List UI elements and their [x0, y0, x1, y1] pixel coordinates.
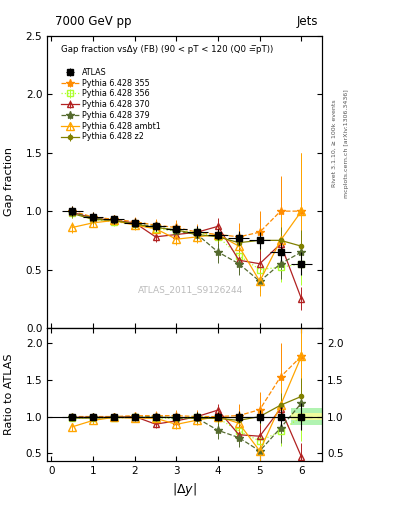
Y-axis label: Gap fraction: Gap fraction — [4, 147, 14, 217]
Text: 7000 GeV pp: 7000 GeV pp — [55, 15, 132, 28]
Text: Jets: Jets — [297, 15, 318, 28]
Y-axis label: Ratio to ATLAS: Ratio to ATLAS — [4, 354, 14, 435]
Text: Gap fraction vsΔy (FB) (90 < pT < 120 (Q0 =̅pT)): Gap fraction vsΔy (FB) (90 < pT < 120 (Q… — [61, 45, 273, 54]
Text: ATLAS_2011_S9126244: ATLAS_2011_S9126244 — [138, 286, 243, 294]
Legend: ATLAS, Pythia 6.428 355, Pythia 6.428 356, Pythia 6.428 370, Pythia 6.428 379, P: ATLAS, Pythia 6.428 355, Pythia 6.428 35… — [59, 66, 162, 143]
X-axis label: $|\Delta y|$: $|\Delta y|$ — [172, 481, 197, 498]
Text: mcplots.cern.ch [arXiv:1306.3436]: mcplots.cern.ch [arXiv:1306.3436] — [344, 89, 349, 198]
Text: Rivet 3.1.10, ≥ 100k events: Rivet 3.1.10, ≥ 100k events — [332, 99, 337, 187]
